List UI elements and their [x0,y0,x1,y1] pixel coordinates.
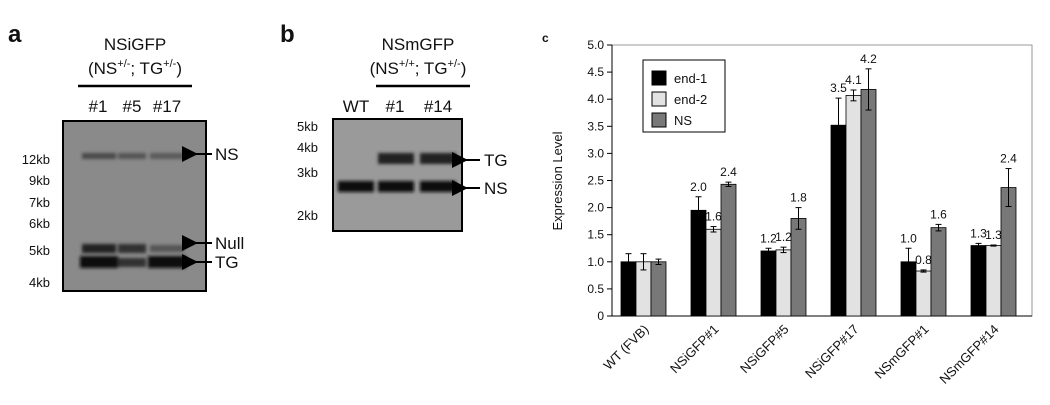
bar [705,228,722,317]
bar [930,227,947,317]
panel-a: a NSiGFP (NS+/-; TG+/-) #1 #5 #17 12kb 9… [8,21,244,292]
legend-swatch [651,91,667,107]
size-marker: 4kb [297,140,318,155]
value-label: 3.5 [830,81,847,95]
bar [915,270,932,317]
panel-title: NSiGFP [104,35,166,54]
band-label: TG [215,253,239,272]
panel-letter: c [542,31,549,45]
y-tick-label: 0.5 [587,282,604,296]
size-marker: 12kb [22,152,50,167]
bar [845,95,862,317]
x-tick-label: NSmGFP#1 [871,322,931,382]
legend-label: end-2 [674,92,707,107]
panel-title: NSmGFP [382,35,455,54]
lane-label: #1 [386,97,405,116]
x-tick-label: NSiGFP#1 [667,322,722,377]
bar [720,183,737,317]
legend-swatch [651,70,667,86]
value-label: 2.0 [690,180,707,194]
bar [775,249,792,317]
band-label: NS [484,179,508,198]
size-marker: 2kb [297,208,318,223]
panel-letter: a [8,21,22,48]
panel-subtitle: (NS+/-; TG+/-) [88,58,182,78]
lane-label: #5 [123,97,142,116]
legend-label: end-1 [674,71,707,86]
y-tick-label: 3.5 [587,119,604,133]
value-label: 2.4 [1000,152,1017,166]
value-label: 1.2 [760,231,777,245]
size-marker: 9kb [29,173,50,188]
bands [338,153,456,192]
bar [985,245,1002,317]
size-marker: 6kb [29,216,50,231]
value-label: 4.2 [860,52,877,66]
size-marker: 4kb [29,275,50,290]
bar [860,89,877,317]
y-tick-label: 1.5 [587,228,604,242]
value-label: 1.3 [985,228,1002,242]
value-label: 1.2 [775,230,792,244]
bar [970,245,987,317]
size-marker: 7kb [29,195,50,210]
band-label: NS [215,145,239,164]
panel-subtitle: (NS+/+; TG+/-) [370,58,467,78]
panel-c: c Expression Level 0 0.5 1.0 1.5 2.0 2.5 3.0 3.… [542,31,1033,387]
value-label: 1.8 [790,191,807,205]
y-tick-label: 2.5 [587,174,604,188]
band-label: TG [484,151,508,170]
value-label: 1.6 [930,207,947,221]
value-label: 1.6 [705,210,722,224]
y-tick-label: 5.0 [587,38,604,52]
band-label: Null [215,234,244,253]
bands [80,153,186,268]
size-marker: 3kb [297,165,318,180]
value-label: 1.3 [970,226,987,240]
value-label: 2.4 [720,165,737,179]
legend-label: NS [674,113,692,128]
lane-label: #14 [424,97,452,116]
panel-b: b NSmGFP (NS+/+; TG+/-) WT #1 #14 5kb 4k… [280,21,508,232]
size-marker: 5kb [29,243,50,258]
x-tick-label: NSiGFP#17 [802,322,862,382]
x-tick-label: NSiGFP#5 [737,322,792,377]
bar [830,124,847,317]
panel-letter: b [280,21,295,48]
value-label: 4.1 [845,73,862,87]
y-tick-label: 3.0 [587,146,604,160]
bar [650,261,667,317]
value-label: 0.8 [915,253,932,267]
lane-label: WT [343,97,369,116]
gel [332,118,463,232]
y-tick-label: 0 [597,309,604,323]
y-tick-label: 2.0 [587,201,604,215]
y-tick-label: 4.5 [587,65,604,79]
x-tick-label: WT (FVB) [600,322,651,373]
y-axis-label: Expression Level [550,131,565,230]
y-tick-label: 1.0 [587,255,604,269]
bar [790,218,807,317]
value-label: 1.0 [900,231,917,245]
bar [690,209,707,317]
bar [760,250,777,317]
legend-swatch [651,112,667,128]
size-marker: 5kb [297,119,318,134]
lane-label: #1 [89,97,108,116]
y-tick-label: 4.0 [587,92,604,106]
x-tick-label: NSmGFP#14 [936,322,1001,387]
lane-label: #17 [153,97,181,116]
